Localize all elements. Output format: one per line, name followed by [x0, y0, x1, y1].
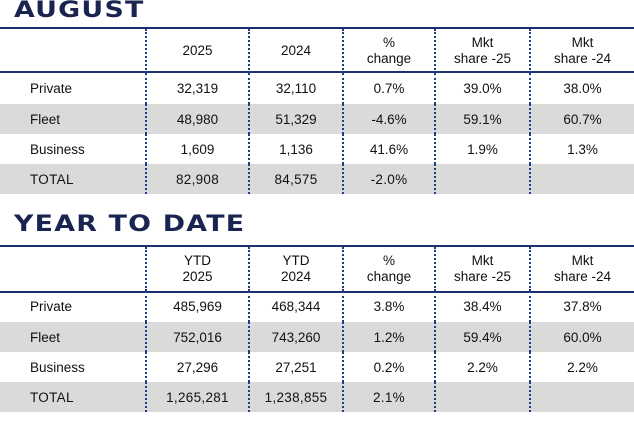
value-share24: 37.8%: [529, 291, 634, 322]
row-label: Private: [30, 299, 73, 314]
value-2025: 27,296: [145, 352, 249, 382]
ytd-table: YTD 2025 YTD 2024 % change Mkt share -25 Mkt…: [0, 247, 634, 412]
value-share24: 60.0%: [529, 322, 634, 352]
august-header-change: % change: [342, 29, 435, 73]
value-share25: 59.4%: [434, 322, 530, 352]
row-label: Fleet: [0, 104, 146, 134]
value-2025: 32,319: [145, 73, 249, 104]
row-label: Fleet: [0, 322, 146, 352]
august-header-2024: 2024: [248, 29, 343, 73]
august-section: AUGUST 2025 2024 % change Mkt share -25 Mk…: [0, 0, 634, 200]
value-change: 3.8%: [342, 291, 435, 322]
ytd-header-share24: Mkt share -24: [529, 247, 634, 291]
row-label: Business: [30, 141, 85, 157]
value-change: 2.1%: [342, 382, 435, 412]
value-share25: 59.1%: [434, 104, 530, 134]
ytd-title: YEAR TO DATE: [14, 212, 246, 237]
value-share24: [529, 164, 634, 194]
value-change: 0.7%: [342, 73, 435, 104]
value-share24: 60.7%: [529, 104, 634, 134]
value-2024: 27,251: [248, 352, 343, 382]
august-title: AUGUST: [14, 0, 145, 23]
value-2024: 51,329: [248, 104, 343, 134]
value-2024: 84,575: [248, 164, 343, 194]
row-label: Private: [30, 81, 73, 96]
ytd-row-private: Private 485,969 468,344 3.8% 38.4% 37.8%: [0, 291, 634, 322]
value-change: 0.2%: [342, 352, 435, 382]
ytd-top-rule: [0, 245, 634, 247]
august-header-share24: Mkt share -24: [529, 29, 634, 73]
ytd-header-row: YTD 2025 YTD 2024 % change Mkt share -25 Mkt…: [0, 247, 634, 291]
value-share25: 38.4%: [434, 291, 530, 322]
value-2025: 82,908: [145, 164, 249, 194]
value-share25: [434, 382, 530, 412]
ytd-header-share25: Mkt share -25: [434, 247, 530, 291]
value-2024: 743,260: [248, 322, 343, 352]
ytd-row-business: Business 27,296 27,251 0.2% 2.2% 2.2%: [0, 352, 634, 382]
value-change: -2.0%: [342, 164, 435, 194]
ytd-row-total: TOTAL 1,265,281 1,238,855 2.1%: [0, 382, 634, 412]
value-2025: 48,980: [145, 104, 249, 134]
value-2024: 1,238,855: [248, 382, 343, 412]
value-2024: 32,110: [248, 73, 343, 104]
august-header-2025: 2025: [145, 29, 249, 73]
value-2024: 468,344: [248, 291, 343, 322]
value-change: 41.6%: [342, 134, 435, 164]
value-share24: 1.3%: [529, 134, 634, 164]
value-2025: 485,969: [145, 291, 249, 322]
value-2025: 752,016: [145, 322, 249, 352]
value-2025: 1,609: [145, 134, 249, 164]
ytd-row-fleet: Fleet 752,016 743,260 1.2% 59.4% 60.0%: [0, 322, 634, 352]
august-top-rule: [0, 27, 634, 29]
ytd-header-change: % change: [342, 247, 435, 291]
value-share24: 2.2%: [529, 352, 634, 382]
row-label: TOTAL: [0, 164, 146, 194]
august-table: 2025 2024 % change Mkt share -25 Mkt share …: [0, 29, 634, 194]
value-share25: 1.9%: [434, 134, 530, 164]
august-row-total: TOTAL 82,908 84,575 -2.0%: [0, 164, 634, 194]
value-2024: 1,136: [248, 134, 343, 164]
value-share25: 2.2%: [434, 352, 530, 382]
august-row-private: Private 32,319 32,110 0.7% 39.0% 38.0%: [0, 73, 634, 104]
value-2025: 1,265,281: [145, 382, 249, 412]
value-share25: 39.0%: [434, 73, 530, 104]
ytd-header-2025: YTD 2025: [145, 247, 249, 291]
value-share24: [529, 382, 634, 412]
ytd-header-blank: [0, 247, 146, 291]
august-row-business: Business 1,609 1,136 41.6% 1.9% 1.3%: [0, 134, 634, 164]
august-row-fleet: Fleet 48,980 51,329 -4.6% 59.1% 60.7%: [0, 104, 634, 134]
row-label: Business: [30, 359, 85, 375]
value-share24: 38.0%: [529, 73, 634, 104]
value-change: -4.6%: [342, 104, 435, 134]
august-header-share25: Mkt share -25: [434, 29, 530, 73]
value-change: 1.2%: [342, 322, 435, 352]
row-label: TOTAL: [0, 382, 146, 412]
value-share25: [434, 164, 530, 194]
august-header-row: 2025 2024 % change Mkt share -25 Mkt share …: [0, 29, 634, 73]
ytd-header-2024: YTD 2024: [248, 247, 343, 291]
